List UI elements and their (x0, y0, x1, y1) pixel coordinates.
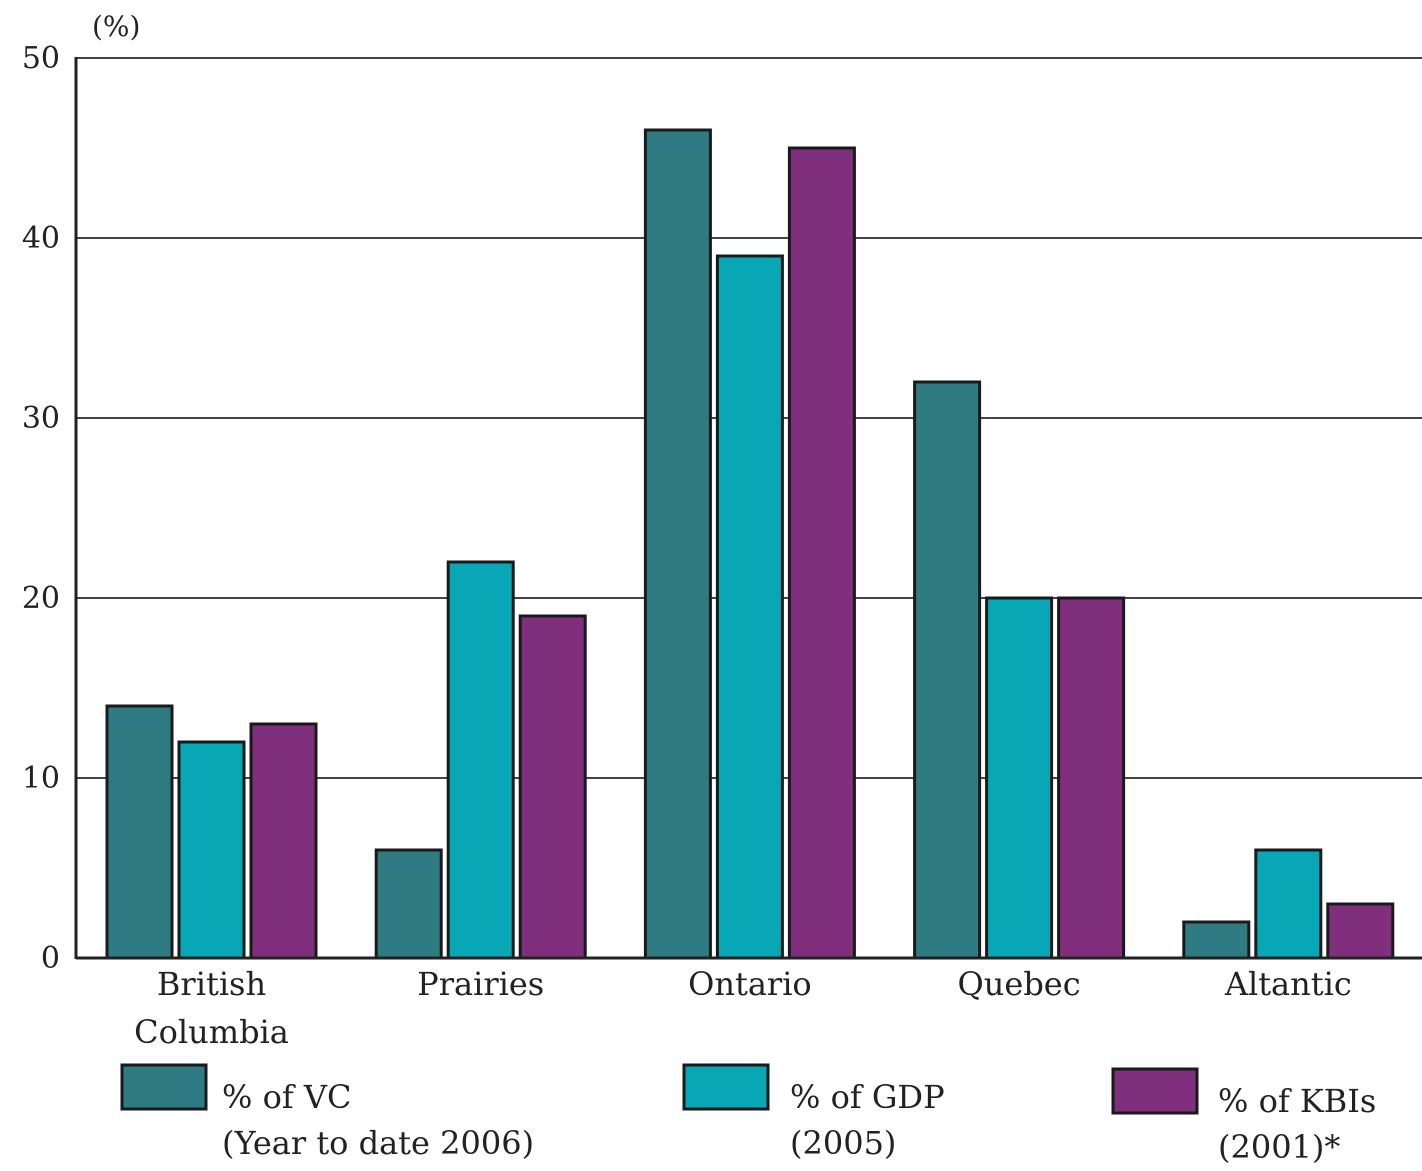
x-tick-label: Columbia (134, 1013, 289, 1051)
bar (518, 614, 587, 960)
bar (1057, 596, 1126, 960)
legend: % of VC (Year to date 2006) % of GDP (2005)… (120, 1063, 1376, 1166)
bar (105, 704, 174, 960)
x-tick-label: British (157, 965, 266, 1003)
bar (787, 146, 856, 960)
bar (374, 848, 443, 960)
legend-label: % of VC (222, 1078, 351, 1116)
legend-label: % of GDP (790, 1078, 945, 1116)
bar (913, 380, 982, 960)
legend-swatch (682, 1063, 770, 1111)
legend-label: (2005) (790, 1124, 896, 1162)
y-tick-label: 0 (41, 941, 60, 976)
y-tick-label: 40 (22, 221, 60, 256)
bar (177, 740, 246, 960)
bar (643, 128, 712, 960)
bar (1326, 902, 1395, 960)
x-tick-label: Quebec (958, 965, 1081, 1003)
y-tick-label: 10 (22, 761, 60, 796)
bar (715, 254, 784, 960)
bar (1182, 920, 1251, 960)
y-tick-label: 30 (22, 401, 60, 436)
axis-layer: 0 10 20 30 40 50 (%) British Columbia Prairies Ont… (22, 10, 1422, 1051)
y-tick-label: 50 (22, 41, 60, 76)
bar (249, 722, 318, 960)
legend-label: % of KBIs (1218, 1082, 1376, 1120)
bar (1254, 848, 1323, 960)
legend-swatch (1111, 1067, 1199, 1115)
legend-label: (2001)* (1218, 1128, 1340, 1166)
y-tick-label: 20 (22, 581, 60, 616)
legend-swatch (120, 1063, 208, 1111)
x-tick-label: Prairies (417, 965, 544, 1003)
y-axis-unit: (%) (92, 10, 140, 43)
bar (985, 596, 1054, 960)
x-tick-label: Ontario (688, 965, 812, 1003)
bar-layer (105, 128, 1395, 960)
x-tick-label: Altantic (1224, 965, 1352, 1003)
legend-label: (Year to date 2006) (222, 1124, 534, 1162)
bar (446, 560, 515, 960)
